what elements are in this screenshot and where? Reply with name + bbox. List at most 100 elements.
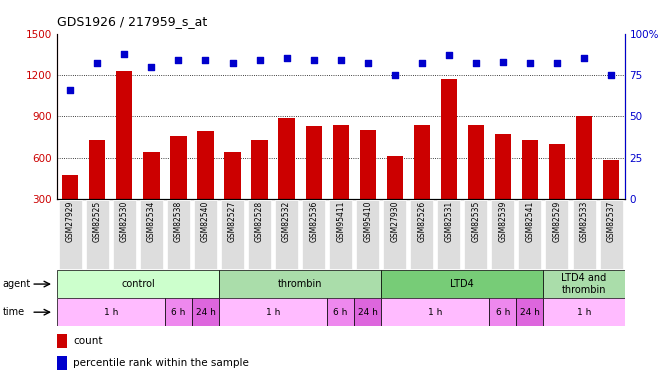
Text: 24 h: 24 h [196, 308, 215, 316]
Bar [62, 176, 78, 199]
Text: GSM82539: GSM82539 [498, 201, 508, 242]
Text: GSM82528: GSM82528 [255, 201, 264, 242]
Text: GSM27930: GSM27930 [390, 201, 399, 242]
Text: 1 h: 1 h [266, 308, 281, 316]
Bar [381, 298, 490, 326]
Point [65, 87, 75, 93]
Text: thrombin: thrombin [278, 279, 323, 289]
Text: 1 h: 1 h [428, 308, 442, 316]
FancyBboxPatch shape [167, 200, 190, 268]
Text: 1 h: 1 h [577, 308, 591, 316]
Bar [468, 124, 484, 199]
Text: GSM82533: GSM82533 [580, 201, 589, 242]
Text: GSM82529: GSM82529 [552, 201, 562, 242]
Bar [197, 131, 214, 199]
Text: 24 h: 24 h [358, 308, 377, 316]
Bar [57, 270, 219, 298]
Point [578, 56, 589, 62]
Bar [57, 334, 67, 348]
Text: GSM82537: GSM82537 [607, 201, 615, 242]
Bar [327, 298, 354, 326]
Bar [490, 298, 516, 326]
FancyBboxPatch shape [546, 200, 568, 268]
Point [416, 60, 427, 66]
Bar [544, 298, 625, 326]
FancyBboxPatch shape [113, 200, 136, 268]
Text: agent: agent [3, 279, 31, 289]
Bar [57, 298, 165, 326]
Text: GDS1926 / 217959_s_at: GDS1926 / 217959_s_at [57, 15, 207, 28]
Point [606, 72, 617, 78]
Point [335, 57, 346, 63]
Point [362, 60, 373, 66]
Text: LTD4: LTD4 [450, 279, 474, 289]
Point [524, 60, 535, 66]
Text: GSM82532: GSM82532 [282, 201, 291, 242]
Point [309, 57, 319, 63]
Text: GSM95410: GSM95410 [363, 201, 372, 242]
Text: GSM82540: GSM82540 [201, 201, 210, 242]
Bar [381, 270, 544, 298]
Text: 6 h: 6 h [496, 308, 510, 316]
FancyBboxPatch shape [438, 200, 460, 268]
Text: GSM82536: GSM82536 [309, 201, 318, 242]
Text: 1 h: 1 h [104, 308, 118, 316]
Text: LTD4 and
thrombin: LTD4 and thrombin [561, 273, 607, 295]
Bar [170, 135, 186, 199]
Point [255, 57, 265, 63]
Bar [544, 270, 625, 298]
FancyBboxPatch shape [410, 200, 434, 268]
Point [146, 64, 157, 70]
FancyBboxPatch shape [302, 200, 325, 268]
Point [552, 60, 562, 66]
Bar [279, 118, 295, 199]
Text: GSM82525: GSM82525 [93, 201, 102, 242]
FancyBboxPatch shape [140, 200, 163, 268]
Text: control: control [121, 279, 155, 289]
Bar [224, 152, 240, 199]
Bar [305, 126, 322, 199]
Bar [251, 140, 268, 199]
Text: 24 h: 24 h [520, 308, 540, 316]
Text: GSM82530: GSM82530 [120, 201, 129, 242]
Bar [413, 124, 430, 199]
FancyBboxPatch shape [86, 200, 109, 268]
Bar [333, 124, 349, 199]
Bar [116, 71, 132, 199]
FancyBboxPatch shape [383, 200, 406, 268]
Point [119, 51, 130, 57]
FancyBboxPatch shape [59, 200, 81, 268]
FancyBboxPatch shape [572, 200, 595, 268]
Bar [441, 79, 457, 199]
FancyBboxPatch shape [464, 200, 488, 268]
FancyBboxPatch shape [329, 200, 352, 268]
Text: GSM82535: GSM82535 [472, 201, 480, 242]
Bar [354, 298, 381, 326]
Bar [165, 298, 192, 326]
Text: 6 h: 6 h [171, 308, 186, 316]
Bar [57, 356, 67, 370]
Point [200, 57, 211, 63]
Bar [387, 156, 403, 199]
Point [470, 60, 481, 66]
Text: 6 h: 6 h [333, 308, 348, 316]
Text: GSM82541: GSM82541 [526, 201, 534, 242]
Text: GSM82527: GSM82527 [228, 201, 237, 242]
Text: GSM82534: GSM82534 [147, 201, 156, 242]
Text: GSM27929: GSM27929 [66, 201, 75, 242]
Bar [90, 140, 106, 199]
Bar [359, 130, 376, 199]
Point [92, 60, 103, 66]
Point [227, 60, 238, 66]
FancyBboxPatch shape [356, 200, 379, 268]
Text: GSM82538: GSM82538 [174, 201, 183, 242]
Point [281, 56, 292, 62]
Point [498, 59, 508, 65]
FancyBboxPatch shape [221, 200, 244, 268]
Bar [603, 160, 619, 199]
FancyBboxPatch shape [248, 200, 271, 268]
Bar [219, 298, 327, 326]
FancyBboxPatch shape [194, 200, 217, 268]
Bar [549, 144, 565, 199]
Bar [522, 140, 538, 199]
